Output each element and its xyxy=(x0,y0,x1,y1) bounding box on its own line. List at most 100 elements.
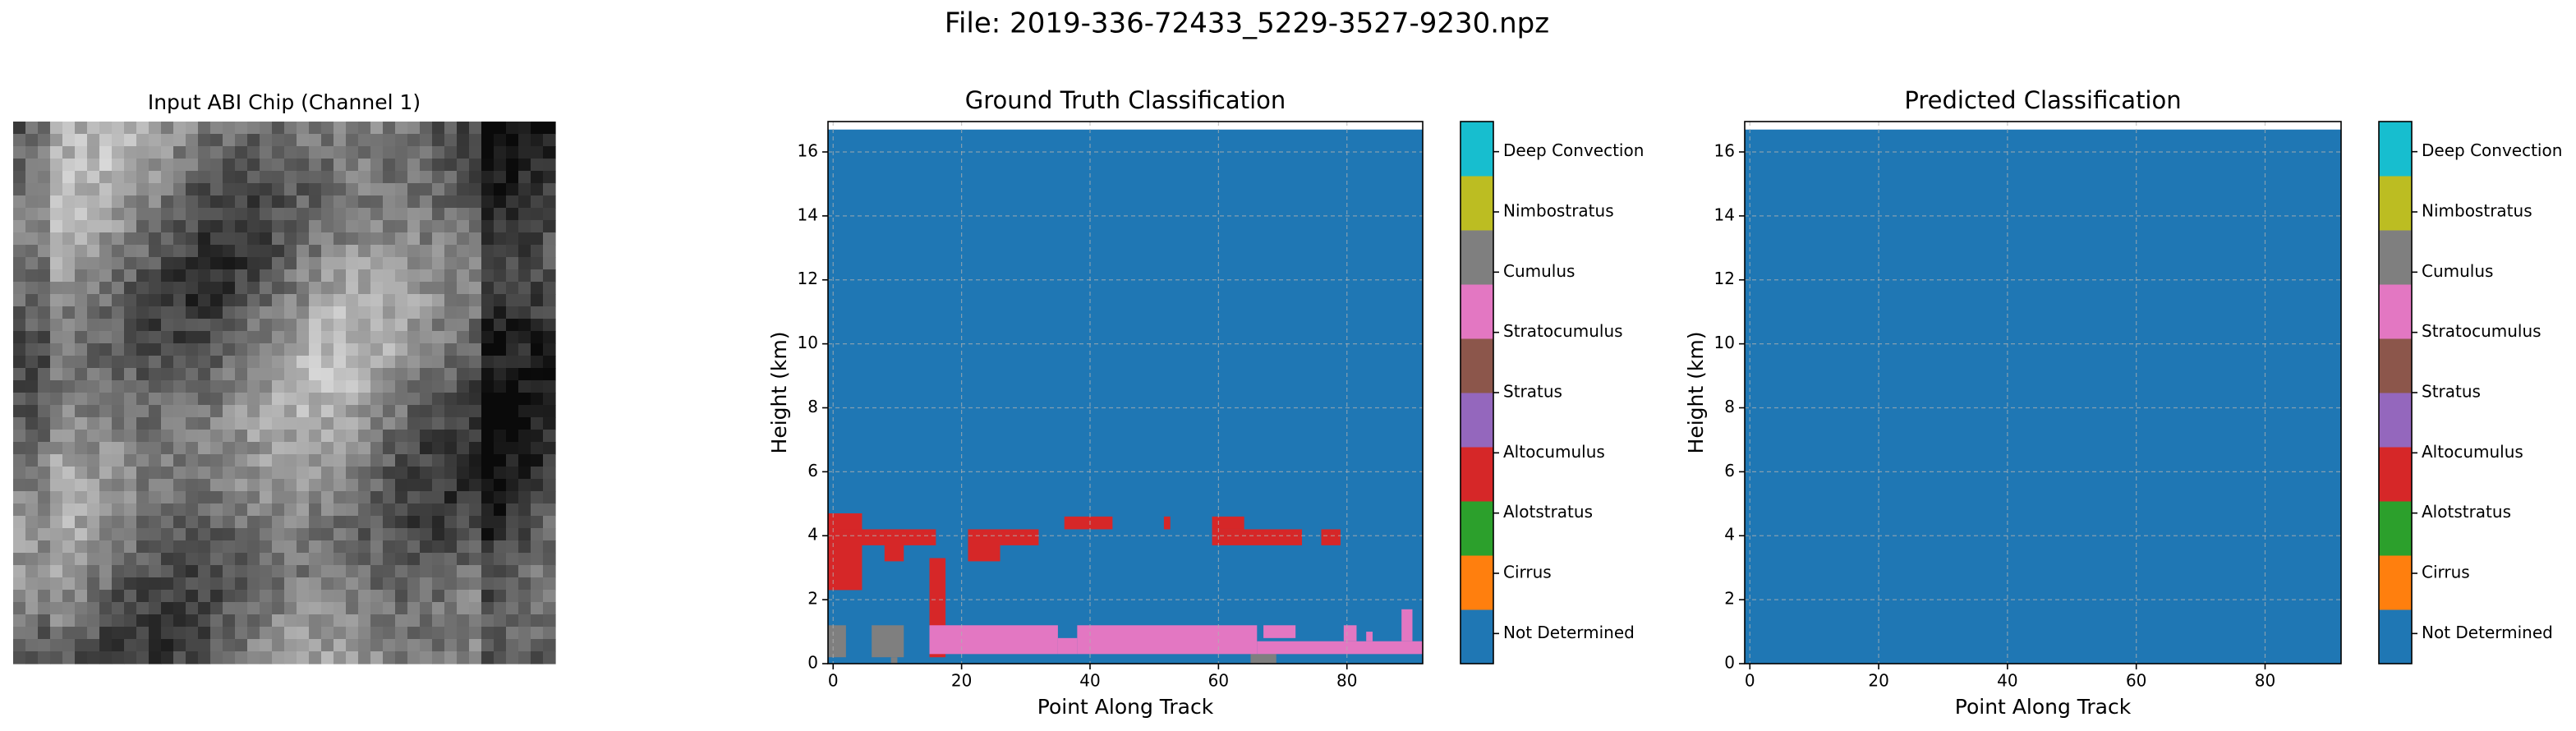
heatmap-cell xyxy=(884,529,904,562)
image-pixel xyxy=(50,491,63,504)
image-pixel xyxy=(161,245,174,258)
image-pixel xyxy=(469,430,482,443)
image-pixel xyxy=(481,257,494,270)
panel-title: Predicted Classification xyxy=(1904,86,2181,114)
image-pixel xyxy=(99,195,113,209)
image-pixel xyxy=(62,343,76,356)
image-pixel xyxy=(383,430,396,443)
image-pixel xyxy=(13,614,26,628)
image-pixel xyxy=(457,171,470,184)
image-pixel xyxy=(506,159,519,172)
image-pixel xyxy=(531,454,544,467)
image-pixel xyxy=(494,245,507,258)
image-pixel xyxy=(210,540,223,554)
image-pixel xyxy=(358,602,371,615)
image-pixel xyxy=(99,368,113,381)
image-pixel xyxy=(161,269,174,283)
image-pixel xyxy=(247,134,260,147)
image-pixel xyxy=(358,282,371,295)
image-pixel xyxy=(272,232,285,246)
image-pixel xyxy=(407,294,421,307)
image-pixel xyxy=(112,319,125,332)
image-pixel xyxy=(370,651,384,664)
image-pixel xyxy=(13,417,26,430)
image-pixel xyxy=(75,282,88,295)
image-pixel xyxy=(395,134,408,147)
image-pixel xyxy=(457,405,470,418)
image-pixel xyxy=(260,602,273,615)
image-pixel xyxy=(99,417,113,430)
image-pixel xyxy=(25,146,39,159)
image-pixel xyxy=(161,627,174,640)
image-pixel xyxy=(518,405,531,418)
image-pixel xyxy=(260,491,273,504)
image-pixel xyxy=(50,269,63,283)
image-pixel xyxy=(13,159,26,172)
image-pixel xyxy=(481,282,494,295)
image-pixel xyxy=(309,208,322,221)
image-pixel xyxy=(494,491,507,504)
image-pixel xyxy=(407,627,421,640)
image-pixel xyxy=(136,134,150,147)
image-pixel xyxy=(518,590,531,603)
image-pixel xyxy=(161,195,174,209)
image-pixel xyxy=(420,368,433,381)
colorbar-band xyxy=(2379,176,2412,231)
image-pixel xyxy=(284,491,297,504)
image-pixel xyxy=(309,565,322,578)
image-pixel xyxy=(506,405,519,418)
colorbar-band xyxy=(1460,501,1493,556)
image-pixel xyxy=(531,553,544,566)
image-pixel xyxy=(321,614,334,628)
image-pixel xyxy=(136,380,150,393)
image-pixel xyxy=(223,245,236,258)
image-pixel xyxy=(469,553,482,566)
image-pixel xyxy=(321,590,334,603)
image-pixel xyxy=(543,368,556,381)
image-pixel xyxy=(13,553,26,566)
image-pixel xyxy=(99,528,113,541)
colorbar-tick-label: Stratus xyxy=(2422,382,2481,402)
image-pixel xyxy=(25,159,39,172)
image-pixel xyxy=(136,442,150,455)
image-pixel xyxy=(506,479,519,492)
image-pixel xyxy=(457,159,470,172)
image-pixel xyxy=(346,122,359,135)
image-pixel xyxy=(186,380,199,393)
image-pixel xyxy=(161,639,174,652)
image-pixel xyxy=(247,380,260,393)
image-pixel xyxy=(87,146,100,159)
image-pixel xyxy=(284,590,297,603)
image-pixel xyxy=(25,343,39,356)
image-pixel xyxy=(481,479,494,492)
image-pixel xyxy=(358,380,371,393)
image-pixel xyxy=(149,651,162,664)
image-pixel xyxy=(247,159,260,172)
image-pixel xyxy=(346,208,359,221)
image-pixel xyxy=(370,294,384,307)
image-pixel xyxy=(531,516,544,529)
image-pixel xyxy=(223,208,236,221)
image-pixel xyxy=(210,553,223,566)
image-pixel xyxy=(247,602,260,615)
image-pixel xyxy=(210,442,223,455)
image-pixel xyxy=(370,479,384,492)
image-pixel xyxy=(13,220,26,233)
colorbar-band xyxy=(1460,176,1493,231)
image-pixel xyxy=(531,208,544,221)
image-pixel xyxy=(543,479,556,492)
image-pixel xyxy=(210,565,223,578)
image-pixel xyxy=(112,232,125,246)
image-pixel xyxy=(173,479,186,492)
image-pixel xyxy=(25,257,39,270)
y-tick-label: 8 xyxy=(807,397,818,416)
image-pixel xyxy=(284,417,297,430)
image-pixel xyxy=(75,479,88,492)
image-pixel xyxy=(87,134,100,147)
x-tick-label: 40 xyxy=(1997,671,2017,691)
image-pixel xyxy=(25,503,39,517)
image-pixel xyxy=(149,269,162,283)
image-pixel xyxy=(321,565,334,578)
image-pixel xyxy=(136,146,150,159)
image-pixel xyxy=(272,491,285,504)
